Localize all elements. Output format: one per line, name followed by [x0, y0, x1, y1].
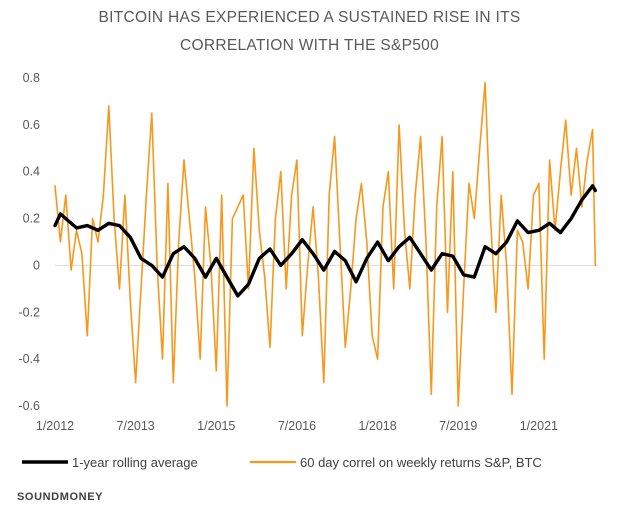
x-tick-label: 7/2019 [439, 419, 477, 433]
y-tick-label: 0.8 [23, 71, 40, 85]
y-tick-label: 0 [33, 258, 40, 272]
x-tick-label: 1/2021 [520, 419, 558, 433]
legend-label: 60 day correl on weekly returns S&P, BTC [300, 455, 542, 470]
legend-label: 1-year rolling average [72, 455, 198, 470]
y-tick-label: -0.2 [18, 305, 40, 319]
chart-title-line-1: BITCOIN HAS EXPERIENCED A SUSTAINED RISE… [98, 9, 521, 26]
series-line-60-day-correlation [54, 81, 597, 407]
legend: 1-year rolling average 60 day correl on w… [22, 455, 542, 470]
x-tick-label: 7/2013 [117, 419, 155, 433]
y-axis-ticks: -0.6 -0.4 -0.2 0 0.2 0.4 0.6 0.8 [18, 71, 40, 413]
x-axis-ticks: 1/2012 7/2013 1/2015 7/2016 1/2018 7/2019 1/20… [36, 419, 558, 433]
y-tick-label: 0.4 [23, 165, 40, 179]
y-tick-label: -0.6 [18, 399, 40, 413]
x-tick-label: 7/2016 [278, 419, 316, 433]
series-line-rolling-average [53, 184, 597, 298]
x-tick-label: 1/2012 [36, 419, 74, 433]
chart-title-line-2: CORRELATION WITH THE S&P500 [179, 37, 440, 54]
series-layer [53, 81, 597, 407]
y-tick-label: 0.6 [23, 118, 40, 132]
y-tick-label: 0.2 [23, 212, 40, 226]
source-label: SOUNDMONEY [17, 491, 104, 503]
y-tick-label: -0.4 [18, 352, 40, 366]
x-tick-label: 1/2015 [197, 419, 235, 433]
x-tick-label: 1/2018 [358, 419, 396, 433]
